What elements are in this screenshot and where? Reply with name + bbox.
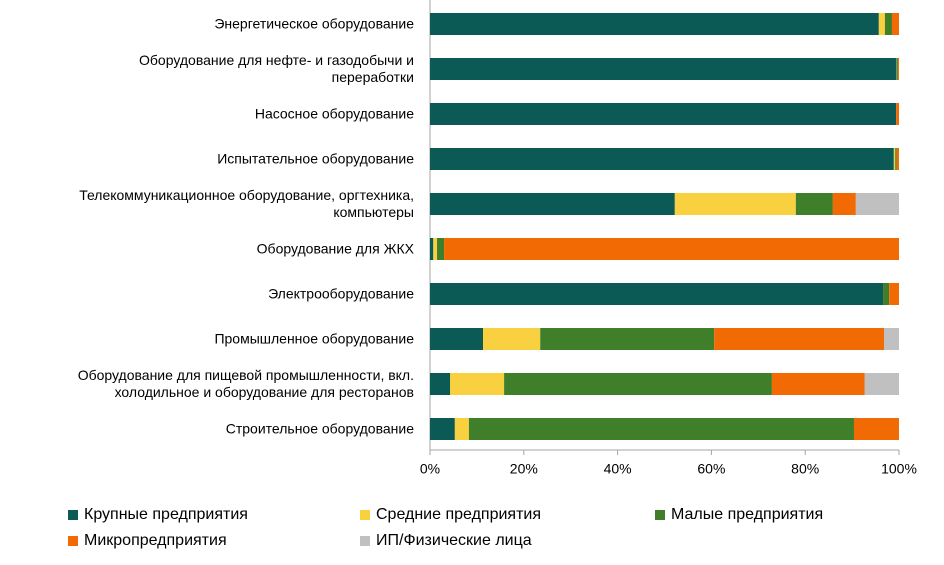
bar-segment [853, 418, 899, 440]
legend-swatch [68, 536, 78, 546]
bar-segment [771, 373, 865, 395]
legend-swatch [68, 510, 78, 520]
bar-segment [437, 238, 445, 260]
bar-segment [895, 148, 897, 170]
category-label: Телекоммуникационное оборудование, оргте… [79, 187, 414, 220]
category-label: Оборудование для нефте- и газодобычи и п… [139, 52, 414, 85]
bar-segment [795, 193, 833, 215]
x-tick-label: 20% [510, 461, 538, 477]
legend-item: Малые предприятия [655, 506, 823, 524]
legend-label: Микропредприятия [84, 532, 227, 549]
bar-segment [883, 283, 890, 305]
bar-segment [430, 193, 675, 215]
bar-segment [430, 148, 894, 170]
bar-segment [468, 418, 854, 440]
x-tick-label: 0% [420, 461, 440, 477]
bar-segment [444, 238, 899, 260]
legend-item: ИП/Физические лица [360, 532, 532, 550]
bar-segment [897, 58, 899, 80]
bar-segment [893, 148, 896, 170]
bar-segment [433, 238, 438, 260]
bar-segment [864, 373, 899, 395]
bar-segment [714, 328, 884, 350]
bar-segment [430, 283, 884, 305]
category-label: Электрооборудование [268, 285, 414, 302]
bar-segment [482, 328, 541, 350]
category-label: Промышленное оборудование [214, 330, 414, 347]
category-label: Насосное оборудование [254, 105, 414, 122]
bar-segment [896, 103, 899, 125]
bar-segment [430, 58, 897, 80]
bar-segment [430, 328, 483, 350]
bar-segment [430, 418, 455, 440]
legend-swatch [360, 536, 370, 546]
legend-label: Малые предприятия [671, 506, 824, 523]
bar-segment [855, 193, 899, 215]
x-tick-label: 80% [791, 461, 819, 477]
legend-item: Средние предприятия [360, 506, 541, 524]
legend-swatch [655, 510, 665, 520]
bar-segment [832, 193, 856, 215]
bar-segment [504, 373, 772, 395]
bar-segment [430, 373, 451, 395]
category-label: Испытательное оборудование [217, 150, 414, 167]
bar-segment [450, 373, 505, 395]
bar-segment [896, 148, 899, 170]
bar-segment [878, 13, 885, 35]
bar-segment [430, 13, 879, 35]
legend-swatch [360, 510, 370, 520]
bar-segment [891, 13, 899, 35]
legend-label: ИП/Физические лица [376, 532, 532, 549]
bar-segment [898, 58, 899, 80]
category-label: Энергетическое оборудование [214, 15, 414, 32]
bar-segment [889, 283, 899, 305]
bar-segment [430, 103, 897, 125]
bar-segment [674, 193, 796, 215]
bar-segment [454, 418, 469, 440]
legend-label: Крупные предприятия [84, 506, 248, 523]
bar-segment [883, 328, 899, 350]
legend-label: Средние предприятия [376, 506, 541, 523]
bar-segment [430, 238, 434, 260]
legend-item: Микропредприятия [68, 532, 227, 550]
legend-item: Крупные предприятия [68, 506, 248, 524]
category-label: Строительное оборудование [225, 420, 414, 437]
category-label: Оборудование для пищевой промышленности,… [77, 367, 414, 400]
x-tick-label: 100% [881, 461, 917, 477]
category-label: Оборудование для ЖКХ [256, 240, 414, 257]
bar-segment [884, 13, 892, 35]
x-tick-label: 60% [697, 461, 725, 477]
x-tick-label: 40% [604, 461, 632, 477]
bar-segment [540, 328, 715, 350]
